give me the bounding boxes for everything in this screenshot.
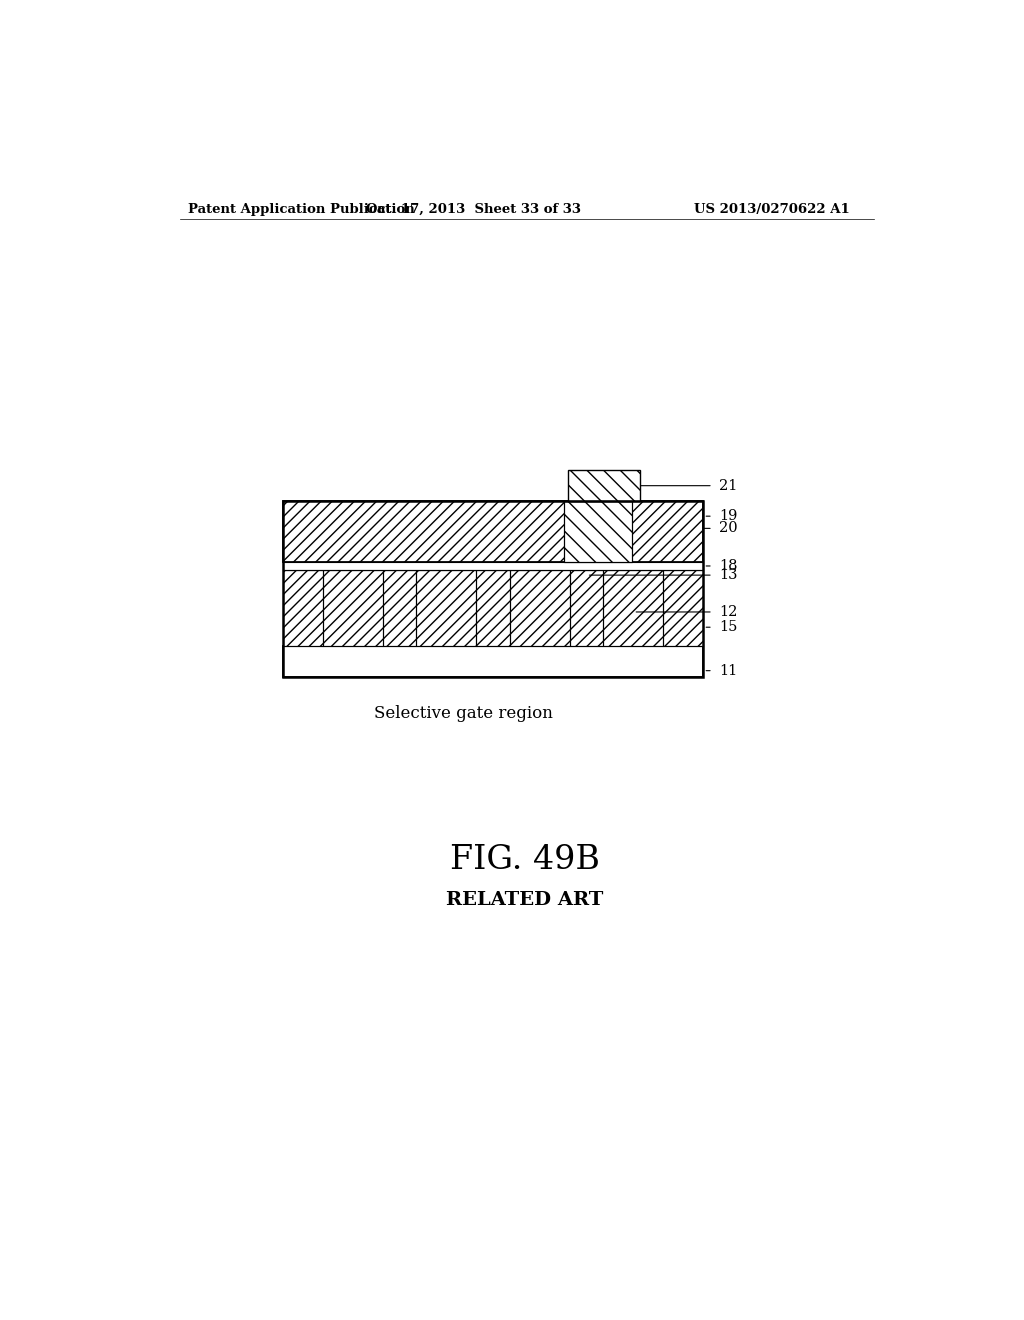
- Bar: [323, 570, 383, 647]
- Text: Patent Application Publication: Patent Application Publication: [187, 203, 415, 216]
- Bar: [603, 570, 664, 647]
- Text: 20: 20: [719, 521, 738, 536]
- Bar: [283, 500, 703, 562]
- Bar: [283, 647, 703, 677]
- Text: 12: 12: [719, 605, 737, 619]
- Bar: [417, 570, 476, 647]
- Text: RELATED ART: RELATED ART: [446, 891, 603, 909]
- Bar: [510, 570, 569, 647]
- Bar: [383, 570, 417, 647]
- Text: Selective gate region: Selective gate region: [374, 705, 553, 722]
- Bar: [603, 570, 664, 647]
- Bar: [283, 570, 323, 647]
- Bar: [383, 570, 417, 647]
- Bar: [569, 570, 603, 647]
- Bar: [664, 570, 703, 647]
- Bar: [417, 570, 476, 647]
- Bar: [664, 570, 703, 647]
- Bar: [283, 500, 703, 677]
- Text: 19: 19: [719, 510, 737, 523]
- Bar: [564, 500, 632, 562]
- Bar: [564, 500, 632, 562]
- Bar: [569, 570, 603, 647]
- Text: US 2013/0270622 A1: US 2013/0270622 A1: [694, 203, 850, 216]
- Bar: [323, 570, 383, 647]
- Bar: [568, 470, 640, 500]
- Bar: [283, 570, 323, 647]
- Text: 18: 18: [719, 558, 737, 573]
- Bar: [476, 570, 510, 647]
- Text: Oct. 17, 2013  Sheet 33 of 33: Oct. 17, 2013 Sheet 33 of 33: [366, 203, 581, 216]
- Bar: [476, 570, 510, 647]
- Text: 21: 21: [719, 479, 737, 492]
- Bar: [510, 570, 569, 647]
- Text: 11: 11: [719, 664, 737, 677]
- Text: FIG. 49B: FIG. 49B: [450, 843, 600, 875]
- Text: 13: 13: [719, 568, 737, 582]
- Bar: [283, 562, 703, 570]
- Text: 15: 15: [719, 620, 737, 634]
